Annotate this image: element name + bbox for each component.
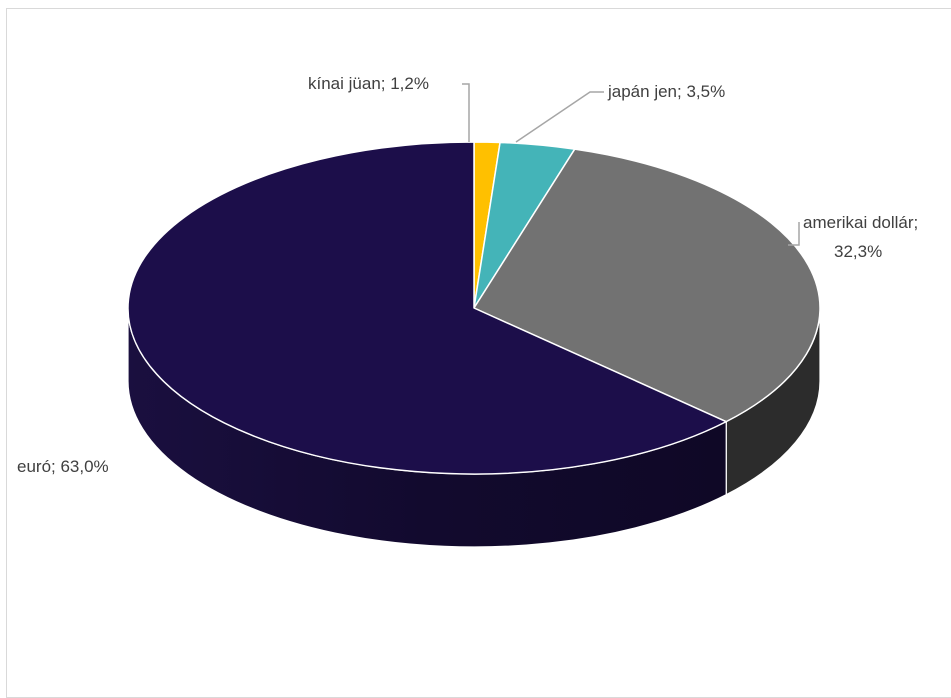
leader-amerikai-dollar	[788, 222, 800, 246]
leader-kinai-juan	[462, 83, 470, 142]
label-kinai-juan: kínai jüan; 1,2%	[308, 74, 429, 93]
slice-euro	[127, 141, 727, 475]
label-amerikai-dollar-line1: amerikai dollár;	[803, 213, 918, 232]
label-euro: euró; 63,0%	[17, 457, 109, 476]
label-amerikai-dollar-line2: 32,3%	[834, 242, 882, 261]
slice-amerikai-dollar	[473, 148, 821, 423]
label-japan-jen: japán jen; 3,5%	[607, 82, 725, 101]
leader-japan-jen	[515, 91, 604, 143]
